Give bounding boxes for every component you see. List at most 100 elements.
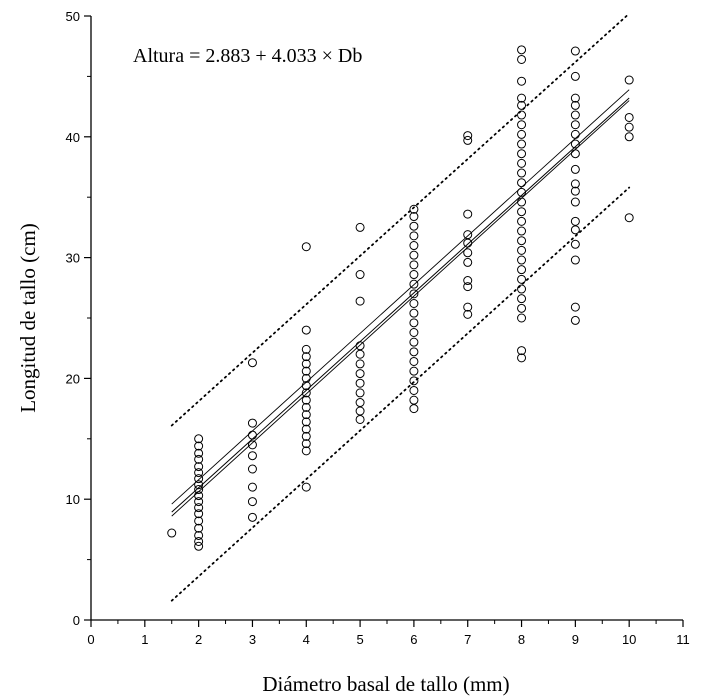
data-point [194,523,204,533]
data-point [517,303,527,313]
x-tick-label: 0 [87,632,94,647]
data-point [570,120,580,130]
data-point [570,197,580,207]
data-point [194,474,204,484]
data-point [624,112,634,122]
y-tick-label: 50 [66,9,80,24]
data-point [570,110,580,120]
x-tick-label: 1 [141,632,148,647]
data-point [570,93,580,103]
data-point [194,509,204,519]
data-point [355,398,365,408]
x-tick-label: 7 [464,632,471,647]
data-point [301,482,311,492]
data-point [463,238,473,248]
data-point [355,369,365,379]
data-point [301,242,311,252]
data-point [194,462,204,472]
x-tick-label: 11 [676,632,690,647]
data-point [517,274,527,284]
regression-lines [170,12,631,602]
data-point [517,93,527,103]
data-point [463,209,473,219]
data-point [517,353,527,363]
data-point [517,178,527,188]
data-point [194,491,204,501]
data-point [409,231,419,241]
data-point [194,441,204,451]
regression-line [171,97,630,513]
data-point [517,76,527,86]
data-point [409,270,419,280]
data-point [355,388,365,398]
data-point [517,245,527,255]
data-point [409,308,419,318]
data-point [570,164,580,174]
data-point [517,54,527,64]
data-point [409,337,419,347]
data-point [355,296,365,306]
data-point [409,221,419,231]
data-point [624,75,634,85]
data-point [517,207,527,217]
data-point [570,315,580,325]
data-point [409,318,419,328]
data-point [194,485,204,495]
data-point [167,528,177,538]
data-point [570,302,580,312]
data-point [409,366,419,376]
data-point [463,257,473,267]
data-point [517,168,527,178]
y-tick-label: 40 [66,130,80,145]
data-point [355,414,365,424]
data-point [624,122,634,132]
data-point [624,132,634,142]
data-point [355,341,365,351]
data-point [517,236,527,246]
data-point [409,385,419,395]
data-point [463,131,473,141]
data-point [570,129,580,139]
data-point [301,402,311,412]
data-point [570,139,580,149]
data-point [517,45,527,55]
data-point [301,344,311,354]
confidence-band-lower [171,100,630,517]
data-point [570,179,580,189]
data-point [355,378,365,388]
data-point [409,250,419,260]
data-point [517,255,527,265]
data-point [409,299,419,309]
data-point [194,448,204,458]
x-tick-label: 2 [195,632,202,647]
data-point [247,464,257,474]
data-point [247,358,257,368]
data-point [301,388,311,398]
data-point [570,225,580,235]
data-point [301,381,311,391]
data-point [301,395,311,405]
data-point [624,213,634,223]
data-point [301,431,311,441]
data-point [409,241,419,251]
data-point [517,197,527,207]
data-point [194,503,204,513]
data-point [463,282,473,292]
data-point [194,468,204,478]
data-point [409,212,419,222]
data-point [247,482,257,492]
data-point [517,139,527,149]
data-point [194,454,204,464]
data-point [463,276,473,286]
data-point [194,530,204,540]
data-point [409,347,419,357]
confidence-band-upper [171,89,630,505]
data-point [301,359,311,369]
x-tick-label: 10 [622,632,636,647]
data-point [463,309,473,319]
data-point [194,434,204,444]
data-point [570,239,580,249]
data-point [570,71,580,81]
data-point [409,376,419,386]
